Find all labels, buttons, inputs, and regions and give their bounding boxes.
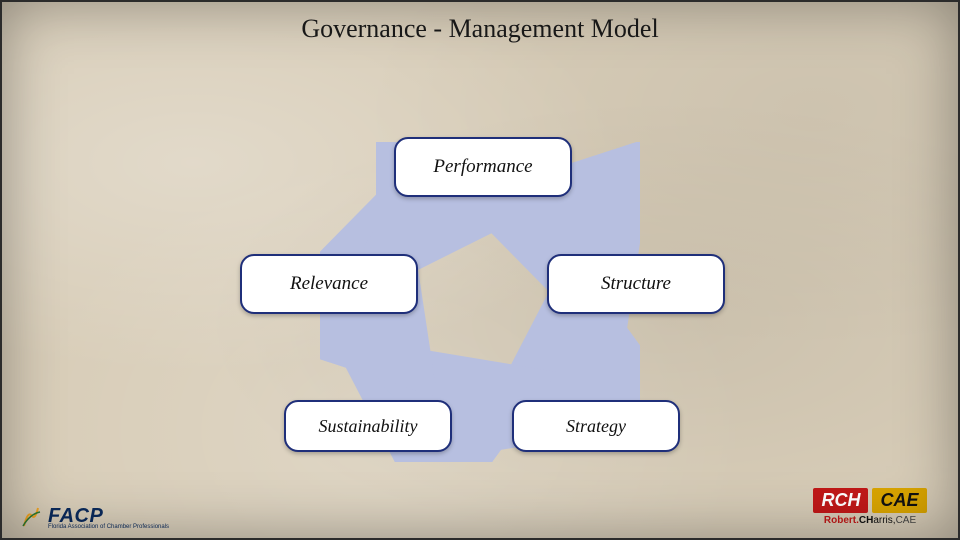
cycle-node-label: Relevance xyxy=(290,273,368,295)
cycle-node-label: Structure xyxy=(601,273,671,295)
cae-badge: CAE xyxy=(872,488,926,513)
facp-subtitle: Florida Association of Chamber Professio… xyxy=(48,524,169,530)
slide: Governance - Management Model Performanc… xyxy=(0,0,960,540)
cycle-node-structure: Structure xyxy=(547,254,725,314)
logo-right-name: Robert.CHarris,CAE xyxy=(800,515,940,526)
rch-badge: RCH xyxy=(813,488,868,513)
slide-title: Governance - Management Model xyxy=(2,14,958,44)
cycle-node-relevance: Relevance xyxy=(240,254,418,314)
cycle-node-strategy: Strategy xyxy=(512,400,680,452)
cycle-node-label: Sustainability xyxy=(319,416,418,437)
cycle-node-label: Strategy xyxy=(566,416,626,437)
cycle-node-sustainability: Sustainability xyxy=(284,400,452,452)
logo-right: RCH CAE Robert.CHarris,CAE xyxy=(800,488,940,526)
facp-mark-icon xyxy=(20,506,42,528)
cycle-node-performance: Performance xyxy=(394,137,572,197)
cycle-node-label: Performance xyxy=(433,156,532,178)
logo-left: FACP Florida Association of Chamber Prof… xyxy=(20,505,103,528)
logo-right-boxes: RCH CAE xyxy=(800,488,940,513)
